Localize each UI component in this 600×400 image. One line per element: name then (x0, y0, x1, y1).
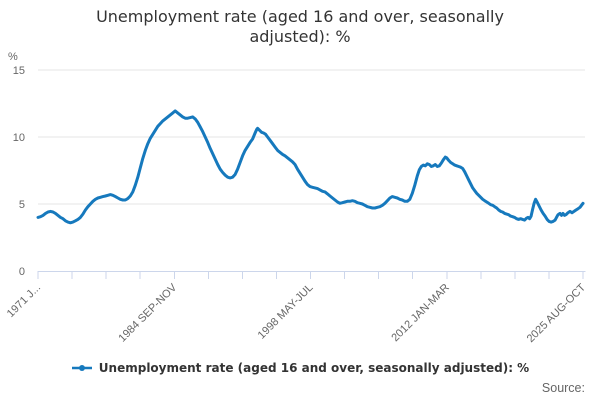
x-axis-labels: 1971 J... 1984 SEP-NOV 1998 MAY-JUL 2012 JA… (5, 281, 589, 345)
x-tick-label: 1971 J... (5, 282, 43, 320)
chart-title: Unemployment rate (aged 16 and over, sea… (0, 7, 600, 47)
y-tick-label: 5 (19, 199, 25, 211)
x-tick-label: 1984 SEP-NOV (116, 281, 179, 344)
y-tick-label: 0 (19, 266, 25, 278)
y-axis-unit-label: % (8, 51, 18, 63)
y-axis-labels: 0 5 10 15 (13, 65, 25, 278)
x-tick-label: 2025 AUG-OCT (525, 281, 589, 345)
x-tick-label: 1998 MAY-JUL (256, 282, 316, 342)
legend: Unemployment rate (aged 16 and over, sea… (0, 361, 600, 375)
series-line-unemployment-rate[interactable] (36, 109, 585, 225)
line-series-marker-icon (71, 365, 92, 371)
y-tick-label: 10 (13, 132, 25, 144)
y-gridlines (38, 69, 585, 205)
x-tick-label: 2012 JAN-MAR (389, 282, 452, 345)
legend-label: Unemployment rate (aged 16 and over, sea… (98, 361, 530, 375)
x-axis (37, 271, 586, 279)
source-label: Source: (541, 381, 585, 395)
legend-item-unemployment-rate[interactable]: Unemployment rate (aged 16 and over, sea… (71, 361, 529, 375)
y-tick-label: 15 (13, 65, 25, 77)
chart-title-text: Unemployment rate (aged 16 and over, sea… (96, 7, 504, 46)
